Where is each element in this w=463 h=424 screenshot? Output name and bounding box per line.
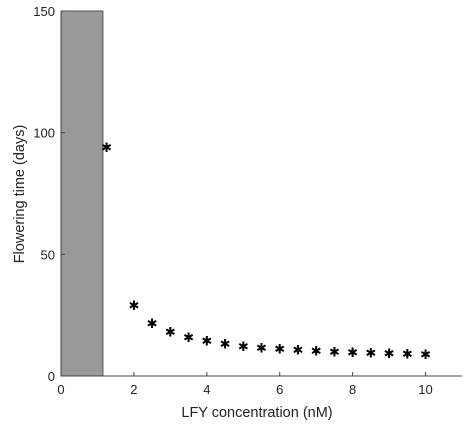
data-point: ✱	[365, 347, 376, 362]
data-point: ✱	[384, 347, 395, 362]
data-point: ✱	[147, 317, 158, 332]
data-point: ✱	[220, 338, 231, 353]
data-point: ✱	[101, 141, 112, 156]
y-tick-label: 0	[48, 369, 55, 384]
x-tick-label: 4	[203, 382, 210, 397]
data-point: ✱	[165, 326, 176, 341]
x-tick-label: 6	[276, 382, 283, 397]
data-point: ✱	[329, 345, 340, 360]
x-axis-label: LFY concentration (nM)	[181, 405, 332, 421]
x-tick-label: 10	[418, 382, 432, 397]
data-point: ✱	[256, 341, 267, 356]
y-axis-label: Flowering time (days)	[12, 125, 28, 264]
data-point: ✱	[311, 345, 322, 360]
data-point: ✱	[183, 331, 194, 346]
y-tick-label: 100	[33, 126, 55, 141]
data-point: ✱	[420, 348, 431, 363]
x-tick-label: 8	[349, 382, 356, 397]
y-tick-label: 50	[41, 247, 55, 262]
data-point: ✱	[402, 348, 413, 363]
plot-area: ✱ ✱ ✱ ✱ ✱ ✱ ✱ ✱ ✱ ✱ ✱ ✱ ✱ ✱ ✱ ✱ ✱ ✱	[60, 10, 431, 377]
data-point: ✱	[293, 344, 304, 359]
shaded-region	[60, 10, 104, 377]
x-tick-label: 2	[130, 382, 137, 397]
axes: 0 2 4 6 8 10 0 50 100 150	[33, 4, 462, 397]
data-point: ✱	[128, 299, 139, 314]
x-ticks: 0 2 4 6 8 10	[57, 372, 433, 397]
data-point: ✱	[238, 340, 249, 355]
y-tick-label: 150	[33, 4, 55, 19]
data-point: ✱	[274, 343, 285, 358]
data-point: ✱	[201, 335, 212, 350]
y-ticks: 0 50 100 150	[33, 4, 65, 384]
data-points: ✱ ✱ ✱ ✱ ✱ ✱ ✱ ✱ ✱ ✱ ✱ ✱ ✱ ✱ ✱ ✱ ✱ ✱	[101, 141, 431, 363]
data-point: ✱	[347, 346, 358, 361]
x-tick-label: 0	[57, 382, 64, 397]
